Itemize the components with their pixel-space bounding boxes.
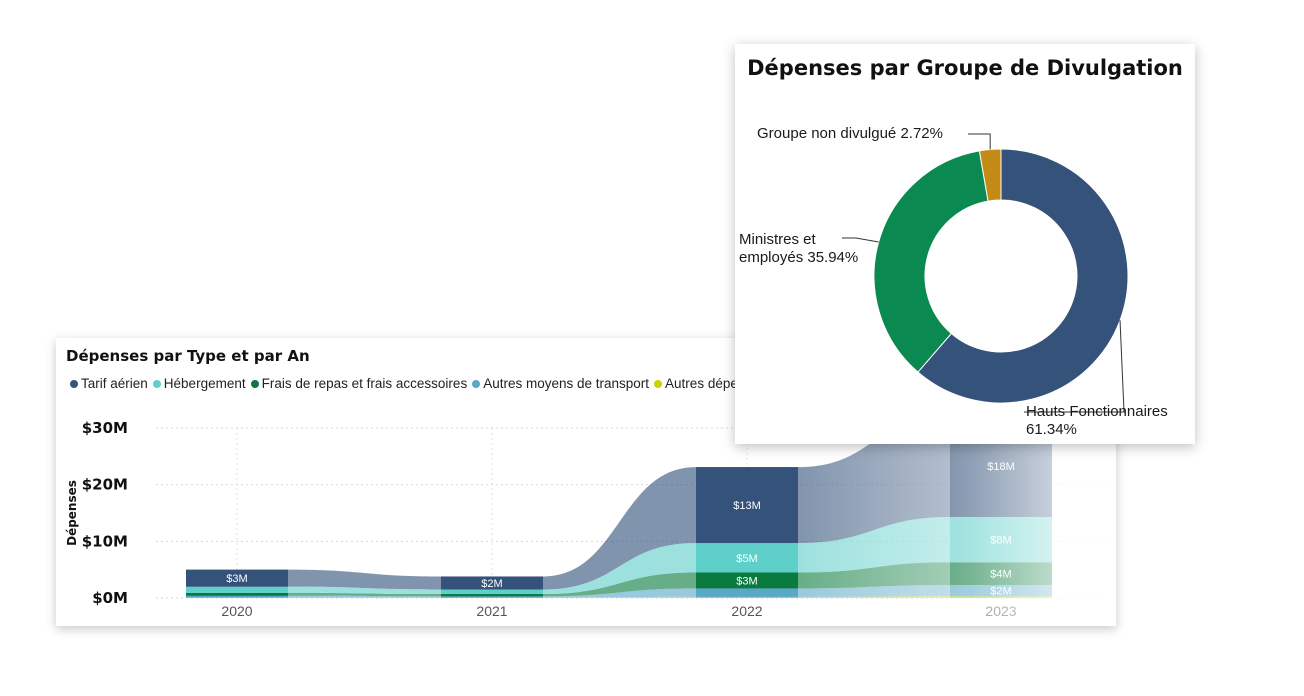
bar-segment-tarif-aerien-2021 bbox=[441, 576, 543, 590]
legend-label: Tarif aérien bbox=[81, 376, 148, 391]
donut-label-line: Ministres et bbox=[739, 231, 816, 248]
donut-label-hauts-fonctionnaires: Hauts Fonctionnaires 61.34% bbox=[1026, 403, 1168, 439]
legend-item-tarif-aerien[interactable]: Tarif aérien bbox=[70, 376, 148, 391]
bar-segment-autres-depenses-2021 bbox=[441, 597, 543, 598]
donut-chart-title: Dépenses par Groupe de Divulgation bbox=[747, 56, 1183, 80]
data-label: $3M bbox=[736, 575, 757, 587]
legend-marker bbox=[472, 379, 481, 388]
leader-line bbox=[842, 237, 879, 243]
bar-segment-hebergement-2022 bbox=[696, 543, 798, 573]
legend-item-hebergement[interactable]: Hébergement bbox=[152, 376, 246, 391]
y-tick-label: $30M bbox=[82, 419, 128, 437]
x-tick-label: 2021 bbox=[476, 603, 507, 619]
legend-item-autres-moyens-de-transport[interactable]: Autres moyens de transport bbox=[472, 376, 649, 391]
donut-label-ministres-et-employes: Ministres et employés 35.94% bbox=[739, 231, 858, 267]
donut-slice-hauts-fonctionnaires bbox=[917, 148, 1129, 404]
donut-label-line: 61.34% bbox=[1026, 421, 1077, 438]
data-label: $5M bbox=[736, 553, 757, 565]
bar-segment-hebergement-2020 bbox=[186, 586, 288, 593]
y-tick-label: $20M bbox=[82, 476, 128, 494]
y-axis-title: Dépenses bbox=[65, 480, 79, 546]
bar-segment-tarif-aerien-2022 bbox=[696, 467, 798, 544]
donut-chart-plot bbox=[842, 133, 1129, 413]
bar-segment-hebergement-2021 bbox=[441, 589, 543, 595]
donut-slice-ministres-et-employes bbox=[873, 150, 989, 373]
bar-segment-autres-moyens-de-transport-2020 bbox=[186, 595, 288, 598]
legend-marker bbox=[152, 379, 161, 388]
legend-item-frais-de-repas-et-frais-accessoires[interactable]: Frais de repas et frais accessoires bbox=[250, 376, 468, 391]
legend-marker bbox=[250, 379, 259, 388]
bar-segment-autres-depenses-2020 bbox=[186, 597, 288, 598]
legend-label: Frais de repas et frais accessoires bbox=[261, 376, 468, 391]
bar-segment-frais-de-repas-et-frais-accessoires-2022 bbox=[696, 572, 798, 589]
data-label: $2M bbox=[481, 578, 502, 590]
x-tick-label: 2020 bbox=[221, 603, 252, 619]
data-label: $13M bbox=[733, 500, 761, 512]
data-label: $3M bbox=[226, 573, 247, 585]
donut-label-line: employés 35.94% bbox=[739, 249, 859, 266]
bar-segment-autres-moyens-de-transport-2021 bbox=[441, 596, 543, 598]
ribbon-chart-title: Dépenses par Type et par An bbox=[66, 347, 310, 365]
bar-segment-frais-de-repas-et-frais-accessoires-2020 bbox=[186, 592, 288, 596]
donut-label-groupe-non-divulgue: Groupe non divulgué 2.72% bbox=[757, 125, 943, 143]
donut-chart-card: Dépenses par Groupe de Divulgation Hauts… bbox=[735, 44, 1195, 444]
y-tick-label: $0M bbox=[92, 589, 128, 607]
bar-segment-tarif-aerien-2020 bbox=[186, 569, 288, 587]
bar-segment-autres-moyens-de-transport-2022 bbox=[696, 588, 798, 597]
y-tick-label: $10M bbox=[82, 532, 128, 550]
legend-marker bbox=[70, 379, 78, 388]
donut-label-line: Hauts Fonctionnaires bbox=[1026, 403, 1168, 420]
legend-label: Hébergement bbox=[163, 376, 246, 391]
donut-slice-groupe-non-divulgue bbox=[978, 148, 1002, 202]
leader-line bbox=[1024, 320, 1125, 413]
bar-segment-frais-de-repas-et-frais-accessoires-2021 bbox=[441, 594, 543, 597]
leader-line bbox=[968, 133, 991, 150]
bar-segment-autres-depenses-2022 bbox=[696, 596, 798, 598]
legend-marker bbox=[654, 379, 663, 388]
legend-label: Autres moyens de transport bbox=[483, 376, 650, 391]
x-tick-label: 2022 bbox=[731, 603, 762, 619]
donut-label-line: Groupe non divulgué 2.72% bbox=[757, 125, 943, 142]
